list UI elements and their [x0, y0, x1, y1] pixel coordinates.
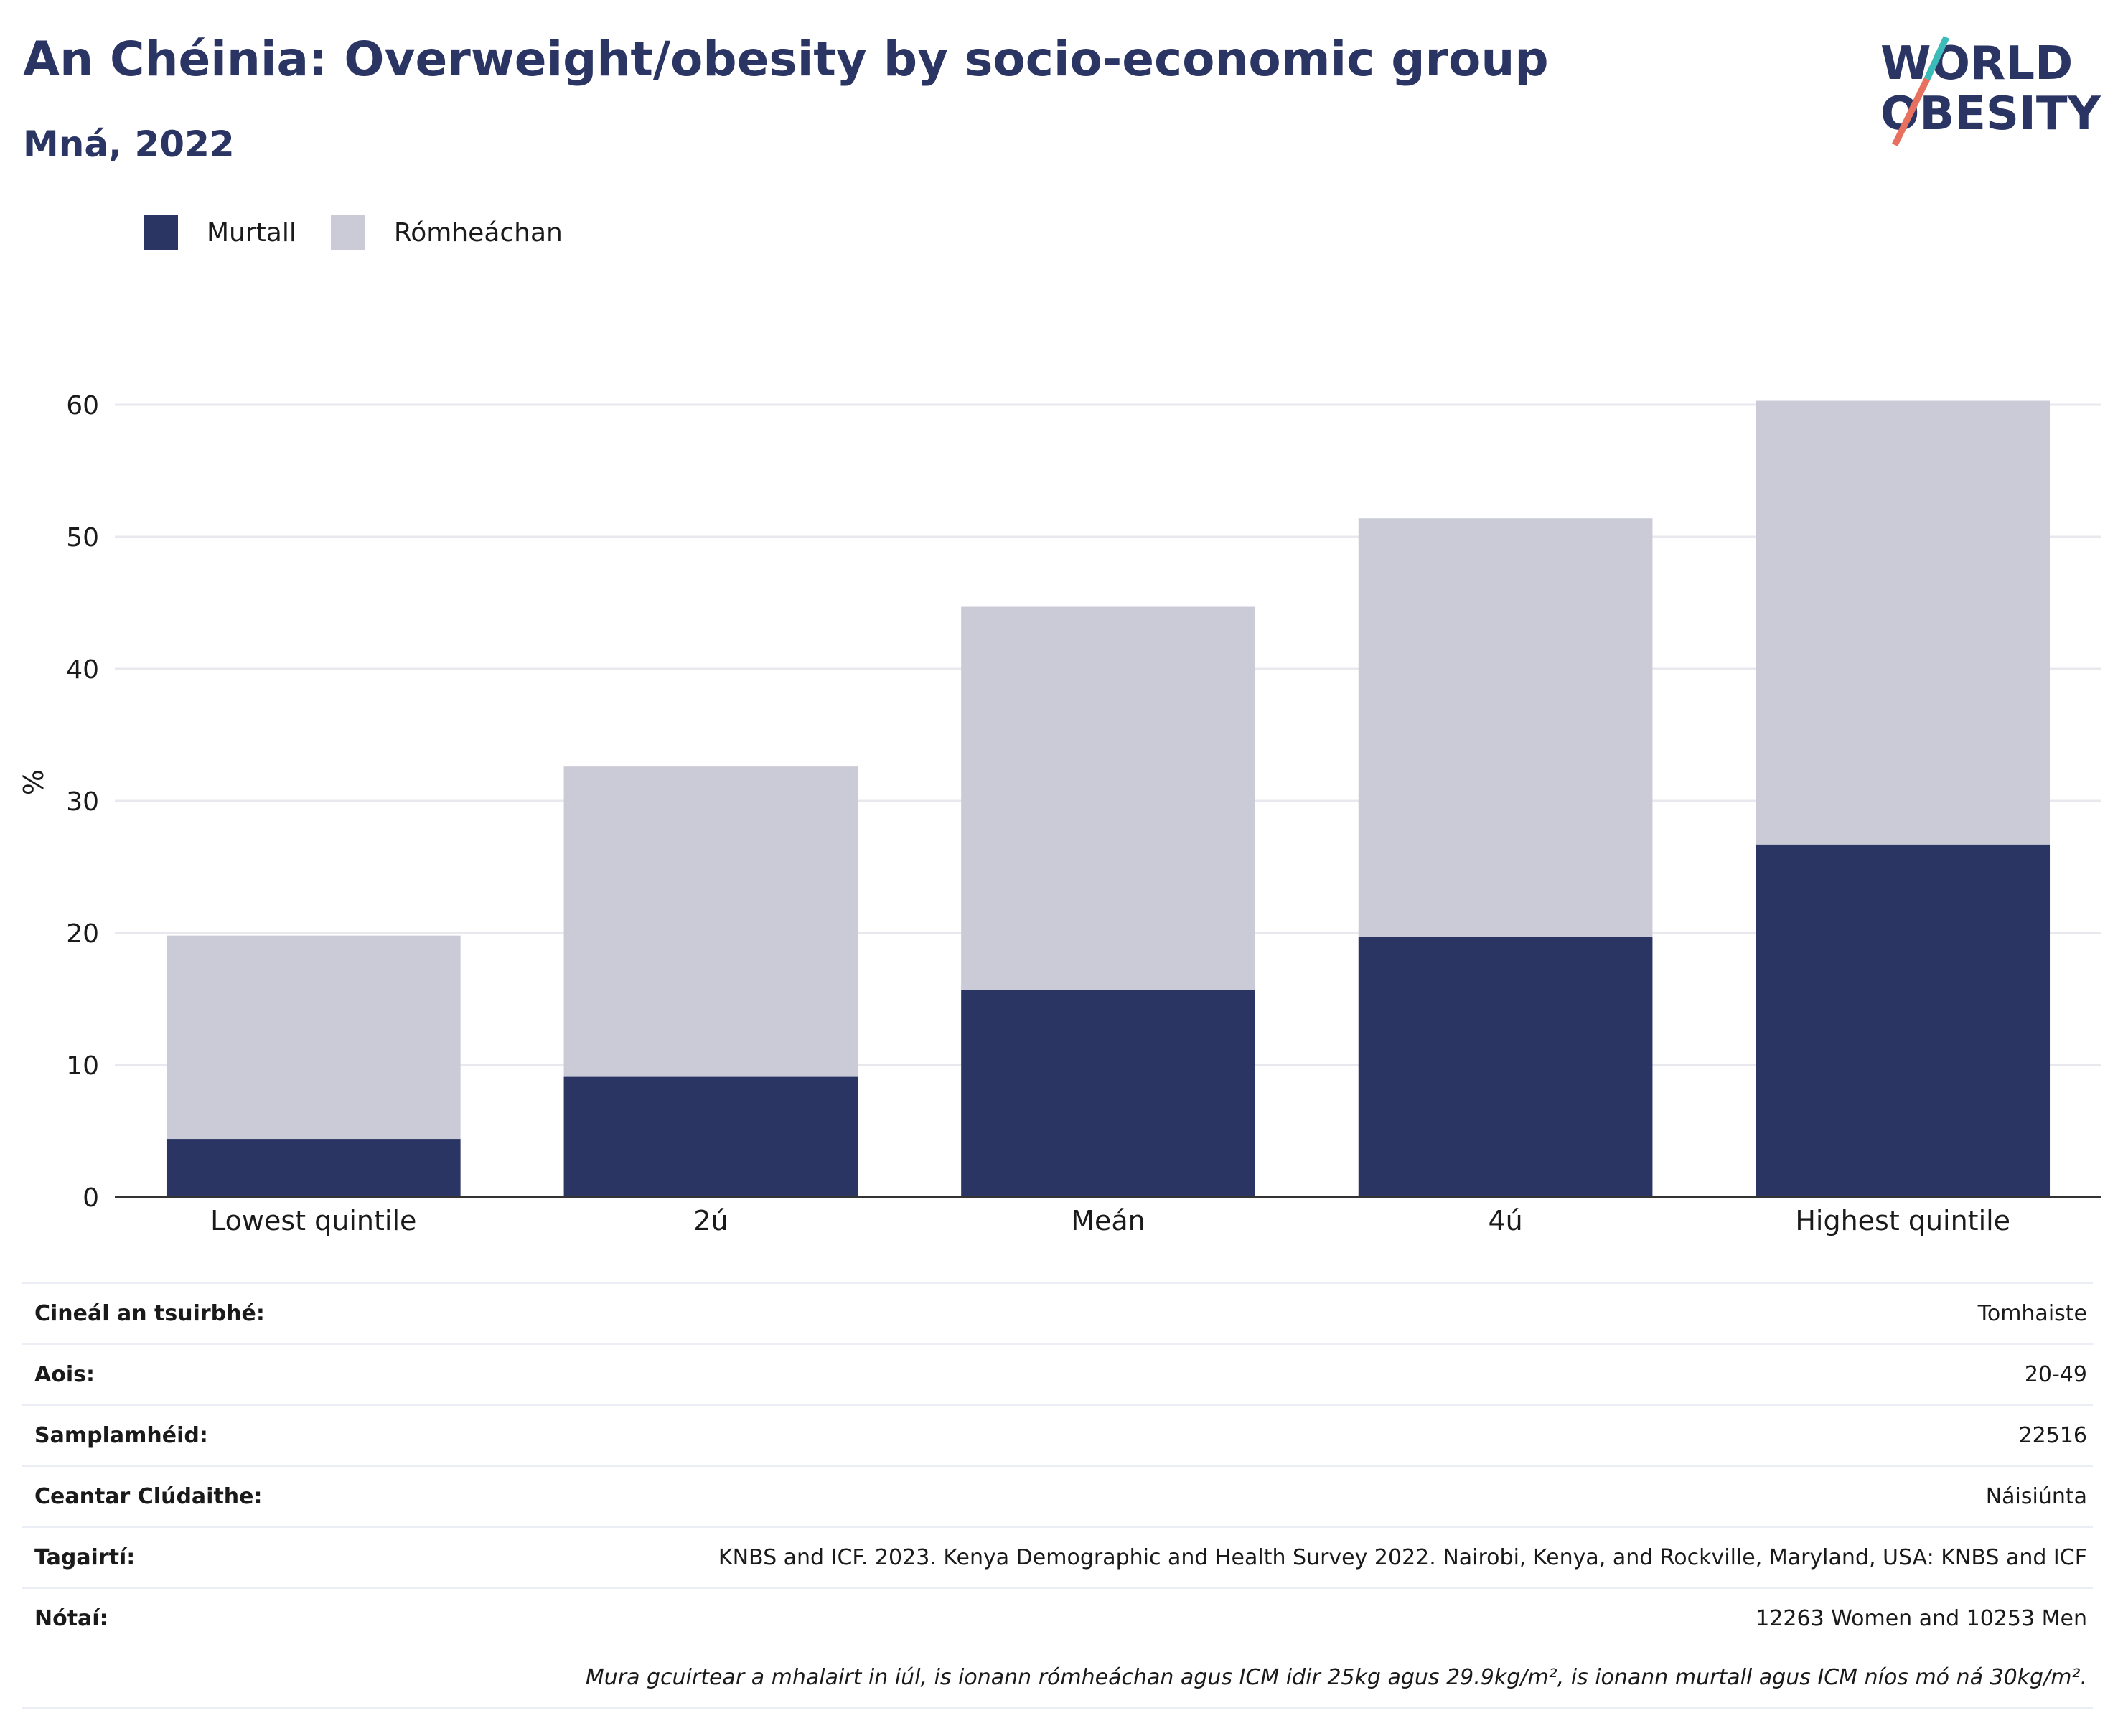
y-tick-label: 0: [83, 1183, 99, 1213]
chart-subtitle: Mná, 2022: [23, 123, 235, 165]
y-tick-label: 10: [66, 1051, 99, 1081]
legend-label-overweight: Rómheáchan: [393, 217, 563, 248]
info-row: Samplamhéid: 22516: [22, 1404, 2093, 1465]
info-key: Samplamhéid:: [34, 1422, 208, 1448]
y-tick-labels: 0 10 20 30 40 50 60: [66, 391, 99, 1213]
info-key: Nótaí:: [34, 1605, 108, 1631]
info-row: Ceantar Clúdaithe: Náisiúnta: [22, 1465, 2093, 1526]
info-key: Tagairtí:: [34, 1544, 136, 1570]
world-obesity-logo: WORLD OBESITY: [1880, 36, 2101, 146]
logo-line1: WORLD: [1880, 37, 2073, 90]
chart-title: An Chéinia: Overweight/obesity by socio-…: [23, 32, 1549, 87]
info-table: Cineál an tsuirbhé: Tomhaiste Aois: 20-49 Sa…: [22, 1282, 2093, 1709]
y-tick-label: 60: [66, 391, 99, 421]
chart-legend: Murtall Rómheáchan: [144, 212, 597, 253]
info-row: Nótaí: 12263 Women and 10253 Men: [22, 1587, 2093, 1648]
y-axis-label: %: [18, 769, 50, 795]
footnote: Mura gcuirtear a mhalairt in iúl, is ion…: [22, 1648, 2093, 1709]
bar-overweight-0[interactable]: [166, 935, 461, 1140]
info-value: 12263 Women and 10253 Men: [1756, 1605, 2087, 1631]
bars: [166, 400, 2051, 1197]
legend-label-obese: Murtall: [207, 217, 296, 248]
info-key: Aois:: [34, 1361, 95, 1387]
logo-slash-teal: [1923, 36, 1950, 80]
legend-swatch-obese: [144, 215, 178, 250]
legend-item-overweight[interactable]: Rómheáchan: [330, 215, 563, 250]
bar-obese-2[interactable]: [961, 990, 1255, 1197]
info-row: Tagairtí: KNBS and ICF. 2023. Kenya Demog…: [22, 1526, 2093, 1587]
bar-obese-1[interactable]: [563, 1076, 858, 1197]
info-row: Aois: 20-49: [22, 1343, 2093, 1404]
logo-slash-coral: [1891, 78, 1931, 146]
info-key: Ceantar Clúdaithe:: [34, 1483, 263, 1509]
bar-overweight-3[interactable]: [1358, 518, 1653, 937]
bar-obese-0[interactable]: [166, 1139, 461, 1197]
x-tick-label: Highest quintile: [1795, 1205, 2010, 1237]
x-tick-label: Lowest quintile: [210, 1205, 416, 1237]
y-tick-label: 30: [66, 787, 99, 817]
y-tick-label: 40: [66, 655, 99, 685]
legend-item-obese[interactable]: Murtall: [144, 215, 296, 250]
bar-obese-4[interactable]: [1756, 844, 2051, 1197]
bar-overweight-2[interactable]: [961, 606, 1255, 990]
y-tick-label: 20: [66, 919, 99, 949]
bar-overweight-4[interactable]: [1756, 400, 2051, 845]
logo-line2: OBESITY: [1880, 88, 2101, 141]
y-tick-label: 50: [66, 523, 99, 553]
x-tick-label: 2ú: [693, 1205, 728, 1237]
bar-overweight-1[interactable]: [563, 766, 858, 1077]
bar-chart: 0 10 20 30 40 50 60 Lowest quintile 2ú Meán 4ú Hig…: [18, 391, 2101, 1237]
info-value: 22516: [2018, 1422, 2087, 1448]
x-tick-labels: Lowest quintile 2ú Meán 4ú Highest quintile: [210, 1205, 2010, 1237]
legend-swatch-overweight: [330, 215, 365, 250]
x-tick-label: Meán: [1071, 1205, 1145, 1237]
info-row: Cineál an tsuirbhé: Tomhaiste: [22, 1282, 2093, 1343]
info-value: Náisiúnta: [1985, 1483, 2087, 1509]
bar-obese-3[interactable]: [1358, 937, 1653, 1197]
info-value: Tomhaiste: [1977, 1300, 2087, 1326]
info-value: 20-49: [2024, 1361, 2087, 1387]
info-value: KNBS and ICF. 2023. Kenya Demographic an…: [718, 1544, 2087, 1570]
info-key: Cineál an tsuirbhé:: [34, 1300, 265, 1326]
x-tick-label: 4ú: [1488, 1205, 1522, 1237]
